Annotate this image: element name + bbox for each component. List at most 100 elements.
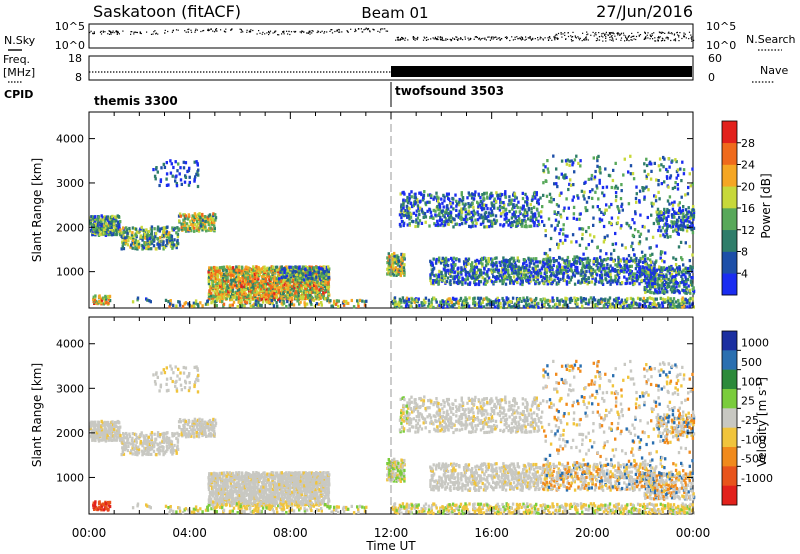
power-cell (692, 305, 695, 309)
power-cell (168, 239, 172, 243)
power-cell (221, 297, 224, 301)
power-cell (572, 262, 575, 266)
power-cell (487, 257, 490, 261)
power-cell (247, 271, 250, 275)
power-cell (570, 298, 574, 303)
power-cell (327, 284, 331, 289)
power-cell (285, 265, 288, 269)
noise-point (661, 39, 664, 41)
power-cell (363, 300, 367, 304)
power-cell (297, 290, 300, 295)
power-cell (423, 212, 427, 216)
power-cell (275, 295, 279, 299)
power-cell (551, 267, 554, 271)
power-cell (508, 195, 511, 199)
noise-point (311, 30, 313, 32)
power-cell (253, 275, 257, 279)
power-cell (255, 274, 259, 278)
power-cell (300, 287, 303, 291)
power-cell (289, 295, 292, 299)
power-cell (544, 277, 547, 281)
power-cell (566, 255, 570, 260)
power-cell (613, 278, 617, 282)
power-cell (289, 280, 292, 284)
power-cell (251, 279, 254, 283)
power-cell (314, 294, 317, 298)
power-cell (218, 295, 222, 299)
power-cell (562, 299, 565, 303)
power-cell (473, 296, 476, 300)
power-cell (624, 266, 627, 270)
power-cell (403, 263, 406, 267)
power-cell (618, 263, 621, 267)
noise-point (578, 39, 581, 41)
power-cell (661, 304, 665, 308)
noise-point (334, 30, 336, 33)
power-cell (472, 197, 476, 201)
power-cell (439, 215, 442, 220)
power-cell (427, 302, 431, 306)
power-cell (623, 275, 626, 279)
power-cell (285, 271, 289, 275)
power-cell (168, 305, 171, 309)
power-cell (193, 160, 196, 164)
power-cell (126, 243, 130, 247)
power-cell (181, 304, 185, 309)
power-cell (392, 301, 395, 305)
power-cell (216, 266, 219, 270)
power-cell (148, 240, 152, 244)
power-cell (193, 179, 196, 183)
power-cell (542, 181, 545, 185)
power-cell (407, 210, 410, 214)
power-cell (214, 218, 217, 222)
power-cell (315, 285, 318, 289)
noise-point (626, 39, 628, 41)
power-cell (107, 297, 110, 301)
power-cell (592, 156, 595, 160)
power-cell (394, 256, 397, 261)
power-cell (437, 279, 441, 284)
power-cell (457, 300, 460, 304)
power-cell (451, 296, 455, 300)
power-cell (521, 282, 524, 287)
power-cell (267, 287, 270, 291)
power-cell (464, 207, 467, 211)
power-cell (303, 288, 306, 293)
power-cell (605, 302, 608, 306)
power-cell (387, 252, 390, 256)
power-cell (206, 299, 209, 303)
power-cell (493, 256, 497, 260)
power-cell (245, 284, 248, 289)
power-cell (277, 271, 280, 275)
power-cell (282, 294, 285, 298)
power-cell (455, 222, 458, 226)
power-cell (168, 236, 171, 240)
noise-point (207, 30, 210, 32)
power-cell (210, 266, 213, 270)
noise-point (605, 36, 607, 38)
power-cell (491, 264, 495, 268)
power-cell (158, 239, 161, 244)
power-cell (110, 225, 114, 229)
power-cell (208, 275, 211, 279)
power-cell (155, 247, 158, 251)
power-cell (214, 213, 217, 217)
power-cell (322, 274, 325, 278)
power-cell (290, 299, 293, 303)
power-cell (242, 269, 246, 273)
power-cell (416, 198, 419, 202)
power-cell (410, 190, 413, 194)
noise-point (622, 32, 625, 34)
power-cell (417, 297, 420, 301)
power-cell (576, 297, 580, 302)
power-cell (419, 191, 422, 195)
power-cell (482, 271, 486, 275)
power-cell (213, 300, 217, 304)
power-cell (279, 284, 283, 289)
noise-point (593, 35, 595, 37)
noise-point (341, 31, 343, 33)
noise-point (530, 38, 532, 40)
power-cell (173, 226, 177, 230)
power-cell (458, 197, 461, 202)
power-cell (476, 302, 479, 306)
